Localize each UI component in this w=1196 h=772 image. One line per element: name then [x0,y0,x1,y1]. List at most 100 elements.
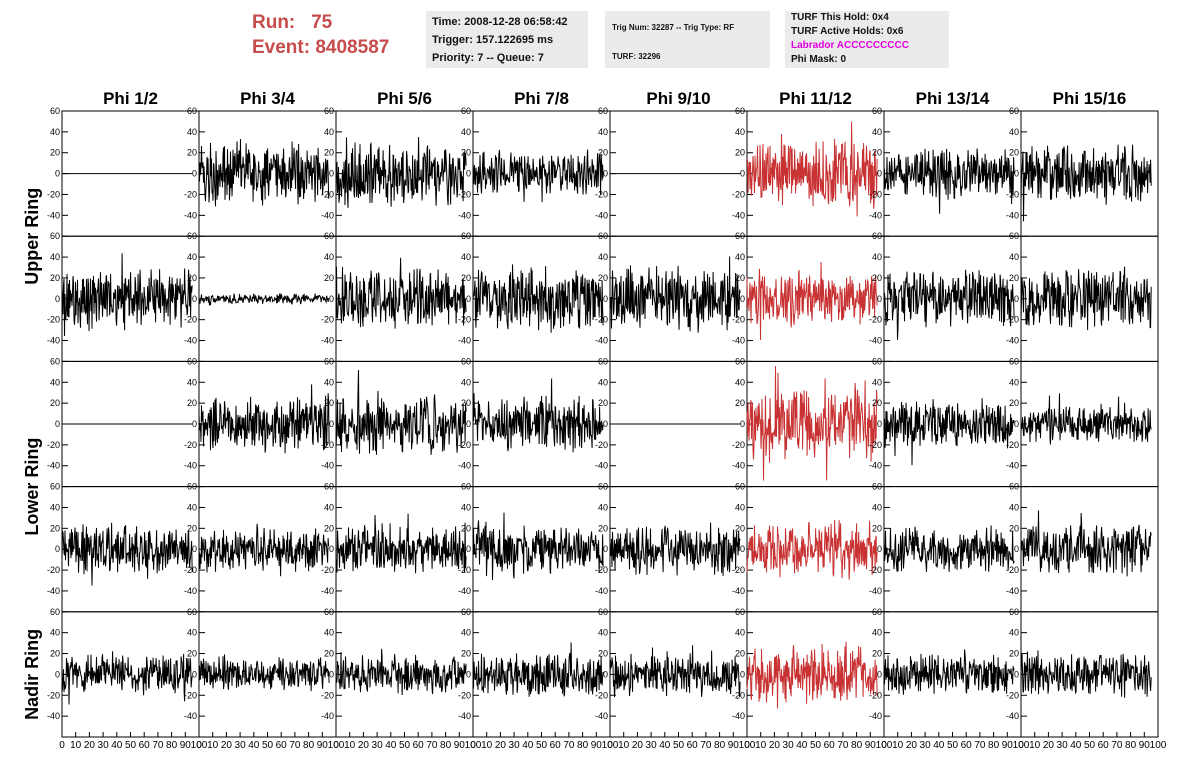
x-tick-label: 60 [961,740,973,751]
x-tick-label: 90 [454,740,466,751]
y-tick-label: -20 [732,315,745,325]
y-tick-label: 40 [50,377,60,387]
x-tick-label: 30 [235,740,247,751]
y-tick-label: 60 [461,607,471,617]
y-tick-label: 40 [324,502,334,512]
x-tick-label: 0 [333,740,339,751]
y-tick-label: 40 [872,252,882,262]
y-tick-label: 40 [50,628,60,638]
x-tick-label: 90 [591,740,603,751]
y-tick-label: -20 [47,565,60,575]
y-tick-label: 60 [324,482,334,492]
y-tick-label: 0 [603,544,608,554]
y-tick-label: 60 [735,356,745,366]
waveform-trace [883,649,1015,695]
y-tick-label: 0 [329,169,334,179]
y-tick-label: 0 [192,294,197,304]
y-tick-label: -40 [321,586,334,596]
x-tick-label: 40 [933,740,945,751]
y-tick-label: 40 [187,377,197,387]
y-tick-label: 60 [50,231,60,241]
y-tick-label: 0 [877,419,882,429]
x-tick-label: 30 [1057,740,1069,751]
waveform-trace [472,512,604,581]
y-tick-label: 0 [55,669,60,679]
y-tick-label: -20 [184,440,197,450]
y-tick-label: -20 [732,189,745,199]
x-tick-label: 100 [328,740,345,751]
x-tick-label: 70 [1111,740,1123,751]
y-tick-label: -40 [184,461,197,471]
y-tick-label: -20 [321,565,334,575]
y-tick-label: 60 [598,231,608,241]
y-tick-label: 60 [1009,607,1019,617]
x-tick-label: 80 [988,740,1000,751]
y-tick-label: 20 [1009,398,1019,408]
y-tick-label: 20 [735,398,745,408]
y-tick-label: 40 [461,127,471,137]
y-tick-label: 60 [324,231,334,241]
y-tick-label: 0 [192,169,197,179]
y-tick-label: -20 [458,189,471,199]
x-tick-label: 0 [607,740,613,751]
x-tick-label: 40 [659,740,671,751]
y-tick-label: 40 [735,252,745,262]
y-tick-label: -20 [1006,565,1019,575]
y-tick-label: 0 [192,419,197,429]
y-tick-label: -20 [47,189,60,199]
x-tick-label: 80 [303,740,315,751]
phi-mask-text: Phi Mask: 0 [791,54,847,65]
ring-label: Nadir Ring [22,629,42,720]
turf-active-holds-text: TURF Active Holds: 0x6 [791,26,904,37]
y-tick-label: 0 [603,294,608,304]
y-tick-label: 60 [735,482,745,492]
y-tick-label: 20 [324,649,334,659]
x-tick-label: 30 [783,740,795,751]
y-tick-label: -40 [732,210,745,220]
x-tick-label: 20 [1043,740,1055,751]
y-tick-label: 40 [598,502,608,512]
x-tick-label: 10 [481,740,493,751]
x-tick-label: 60 [139,740,151,751]
waveform-trace [472,378,604,453]
x-tick-label: 20 [906,740,918,751]
y-tick-label: 20 [872,273,882,283]
y-tick-label: 20 [461,398,471,408]
y-tick-label: -40 [595,711,608,721]
waveform-trace [883,398,1015,466]
phi-column-title: Phi 7/8 [514,89,569,108]
y-tick-label: 40 [187,252,197,262]
x-tick-label: 100 [1013,740,1030,751]
y-tick-label: -40 [184,711,197,721]
waveform-trace [1020,393,1152,445]
y-tick-label: 40 [461,377,471,387]
x-tick-label: 90 [1139,740,1151,751]
y-tick-label: -20 [321,690,334,700]
y-tick-label: 20 [187,273,197,283]
y-tick-label: -40 [458,336,471,346]
y-tick-label: -40 [47,210,60,220]
y-tick-label: 20 [1009,148,1019,158]
waveform-trace [609,645,741,698]
y-tick-label: -40 [458,461,471,471]
y-tick-label: -40 [47,336,60,346]
waveform-trace [61,522,193,586]
x-tick-label: 20 [769,740,781,751]
y-tick-label: 60 [1009,106,1019,116]
waveform-trace [883,269,1015,340]
x-tick-label: 50 [947,740,959,751]
x-tick-label: 90 [180,740,192,751]
y-tick-label: 60 [187,356,197,366]
x-tick-label: 50 [536,740,548,751]
ring-label: Upper Ring [22,188,42,285]
y-tick-label: -40 [458,711,471,721]
y-tick-label: 0 [740,419,745,429]
y-tick-label: -20 [458,315,471,325]
waveform-trace [746,261,878,340]
waveform-trace [746,366,878,481]
x-tick-label: 70 [152,740,164,751]
y-tick-label: 40 [598,377,608,387]
y-tick-label: -40 [321,711,334,721]
y-tick-label: -20 [47,440,60,450]
x-tick-label: 70 [426,740,438,751]
